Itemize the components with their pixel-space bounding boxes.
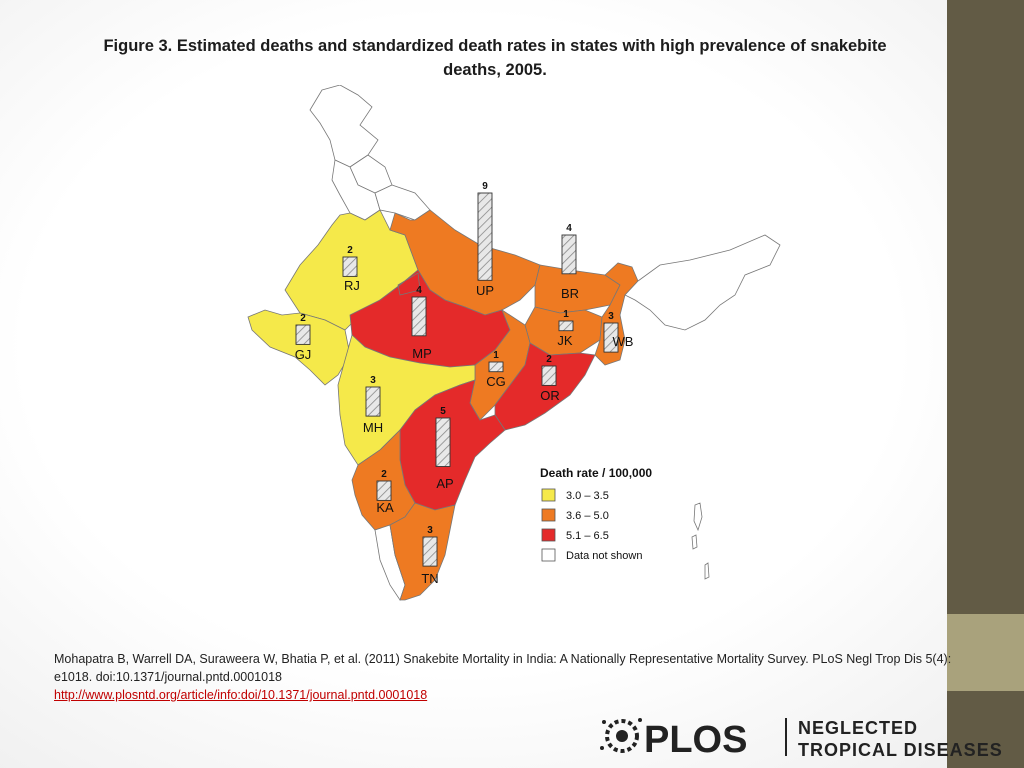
- death-count-gj: 2: [300, 313, 306, 324]
- death-count-jk: 1: [563, 309, 569, 320]
- death-bar-br: [561, 234, 577, 275]
- state-label-mp: MP: [412, 346, 432, 361]
- state-label-cg: CG: [486, 374, 506, 389]
- state-label-gj: GJ: [295, 347, 312, 362]
- legend: Death rate / 100,000 3.0 – 3.5 3.6 – 5.0 5…: [540, 466, 652, 562]
- journal-line2: TROPICAL DISEASES: [798, 740, 1003, 760]
- state-tamil-nadu: [389, 502, 456, 601]
- legend-swatch: [541, 508, 556, 522]
- death-bar-gj: [295, 324, 311, 345]
- state-label-ka: KA: [376, 500, 394, 515]
- death-count-or: 2: [546, 354, 552, 365]
- figure-title: Figure 3. Estimated deaths and standardi…: [103, 37, 887, 79]
- legend-label: 3.0 – 3.5: [566, 490, 609, 502]
- death-count-cg: 1: [493, 350, 499, 361]
- death-bars: 2 RJ 2 GJ 4 MP 9 UP 4 BR 1 JK 3 WB 1 CG 2 OR 3 MH 5 AP 2 KA 3 TN: [295, 181, 634, 586]
- legend-swatch: [541, 528, 556, 542]
- state-gujarat: [247, 309, 351, 386]
- death-bar-jk: [558, 320, 574, 332]
- death-bar-or: [541, 365, 557, 386]
- side-decoration-accent: [947, 614, 1024, 691]
- state-label-rj: RJ: [344, 278, 360, 293]
- state-north-east: [624, 234, 781, 331]
- death-bar-up: [477, 192, 493, 281]
- citation-text: Mohapatra B, Warrell DA, Suraweera W, Bh…: [54, 652, 952, 684]
- state-uttarakhand: [374, 184, 431, 221]
- state-label-wb: WB: [613, 334, 634, 349]
- death-bar-tn: [422, 536, 438, 567]
- death-count-br: 4: [566, 223, 572, 234]
- death-count-tn: 3: [427, 525, 433, 536]
- state-label-mh: MH: [363, 420, 383, 435]
- death-bar-ka: [376, 480, 392, 501]
- death-bar-ap: [435, 417, 451, 467]
- death-bar-mh: [365, 386, 381, 417]
- state-orissa: [494, 342, 596, 431]
- plos-logo: PLOS NEGLECTED TROPICAL DISEASES: [600, 718, 1003, 761]
- citation: Mohapatra B, Warrell DA, Suraweera W, Bh…: [54, 650, 959, 704]
- death-count-mh: 3: [370, 375, 376, 386]
- legend-label: Data not shown: [566, 550, 642, 562]
- legend-title: Death rate / 100,000: [540, 466, 652, 480]
- state-label-or: OR: [540, 388, 560, 403]
- journal-line1: NEGLECTED: [798, 718, 918, 738]
- death-bar-wb: [603, 322, 619, 353]
- citation-link[interactable]: http://www.plosntd.org/article/info:doi/…: [54, 688, 428, 702]
- state-label-up: UP: [476, 283, 494, 298]
- death-count-rj: 2: [347, 245, 353, 256]
- death-count-ka: 2: [381, 469, 387, 480]
- death-bar-mp: [411, 296, 427, 337]
- death-count-up: 9: [482, 181, 488, 192]
- state-label-ap: AP: [436, 476, 453, 491]
- death-count-wb: 3: [608, 311, 614, 322]
- state-bihar: [534, 264, 621, 314]
- death-count-mp: 4: [416, 285, 422, 296]
- islands-andaman: [691, 502, 710, 580]
- state-label-tn: TN: [421, 571, 438, 586]
- india-map: 2RJ2GJ4MP9UP4BR1JK3WB1CG2OR3MH5AP2KA3TN …: [247, 85, 781, 601]
- death-bar-cg: [488, 361, 504, 373]
- legend-swatch: [541, 548, 556, 562]
- death-bar-rj: [342, 256, 358, 277]
- legend-swatch: [541, 488, 556, 502]
- legend-label: 3.6 – 5.0: [566, 510, 609, 522]
- state-label-br: BR: [561, 286, 579, 301]
- state-label-jk: JK: [557, 333, 573, 348]
- legend-label: 5.1 – 6.5: [566, 530, 609, 542]
- death-count-ap: 5: [440, 406, 446, 417]
- plos-brand: PLOS: [644, 719, 747, 761]
- plos-dots-icon: [600, 718, 642, 753]
